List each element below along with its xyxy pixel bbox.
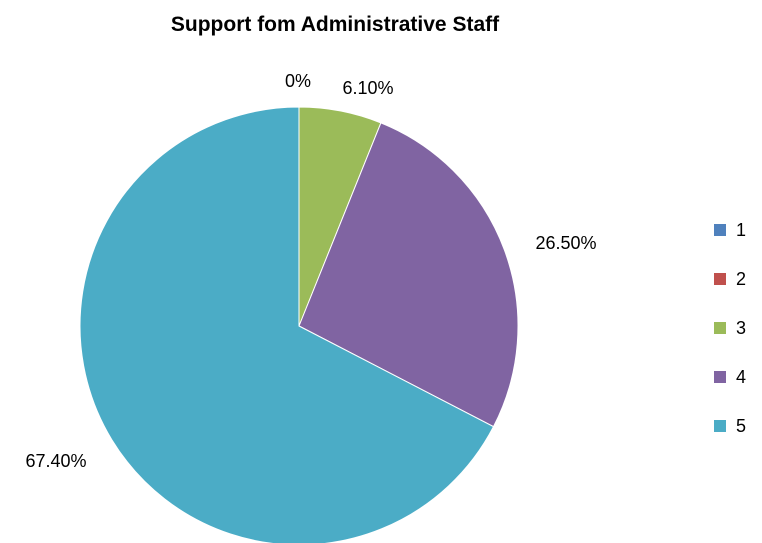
legend-label-4: 4 (736, 367, 746, 387)
chart-title: Support fom Administrative Staff (171, 13, 500, 36)
data-label-3: 6.10% (342, 78, 393, 98)
pie-slice-5 (79, 106, 495, 543)
legend-label-3: 3 (736, 318, 746, 338)
pie-slice-4 (298, 122, 519, 428)
legend-label-5: 5 (736, 416, 746, 436)
data-label-4: 26.50% (535, 233, 596, 253)
pie-slices (79, 106, 519, 543)
data-labels: 0% 6.10% 26.50% 67.40% (25, 71, 596, 471)
data-label-5: 67.40% (25, 451, 86, 471)
legend-swatch-5 (714, 420, 726, 432)
legend-label-2: 2 (736, 269, 746, 289)
legend-swatch-3 (714, 322, 726, 334)
legend-swatch-4 (714, 371, 726, 383)
legend: 1 2 3 4 5 (714, 220, 746, 436)
legend-swatch-2 (714, 273, 726, 285)
legend-label-1: 1 (736, 220, 746, 240)
legend-swatch-1 (714, 224, 726, 236)
data-label-2: 0% (285, 71, 311, 91)
